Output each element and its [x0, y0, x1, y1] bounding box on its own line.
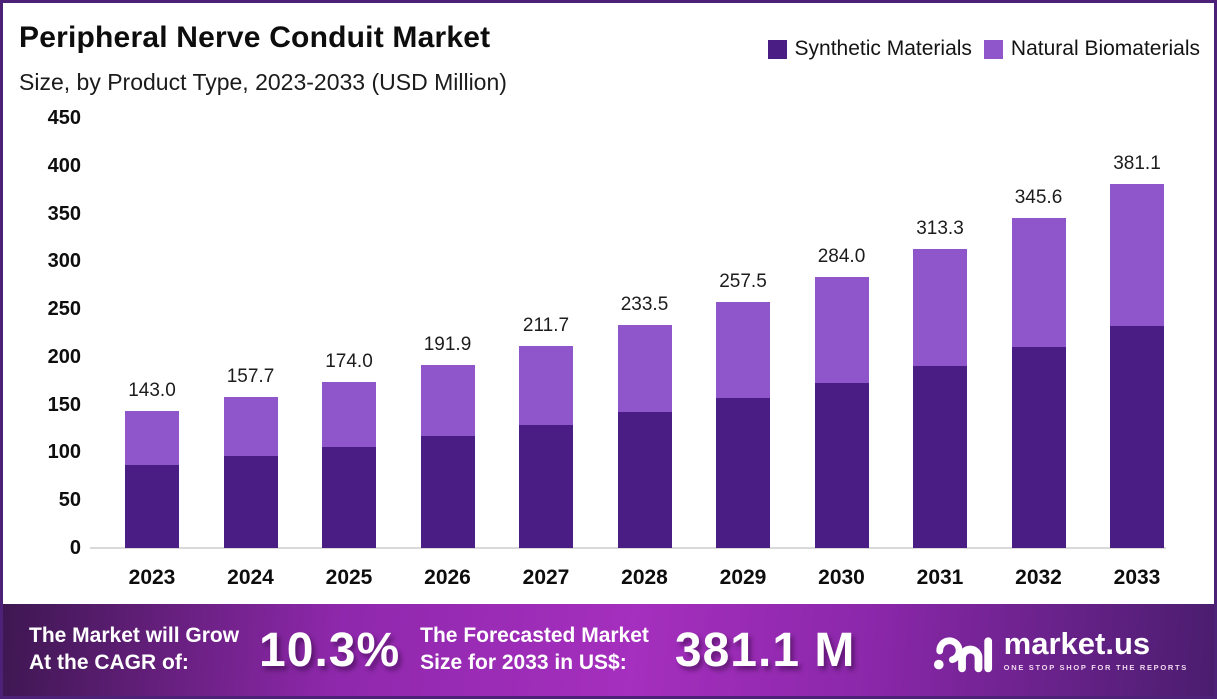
bar-segment-synthetic	[913, 365, 967, 548]
x-axis-year-label: 2033	[1113, 566, 1161, 589]
y-tick-label: 400	[47, 154, 81, 177]
bar-segment-natural	[716, 301, 770, 399]
y-tick-label: 100	[47, 441, 81, 464]
x-axis-year-label: 2026	[424, 566, 471, 589]
forecast-value: 381.1 M	[674, 623, 856, 677]
y-tick-label: 250	[47, 298, 81, 321]
bar-segment-natural	[125, 411, 179, 465]
chart-legend: Synthetic Materials Natural Biomaterials	[767, 37, 1200, 61]
bar-segment-synthetic	[1011, 346, 1066, 548]
brand-name: market.us	[1003, 626, 1151, 661]
x-axis-year-label: 2027	[522, 566, 570, 589]
brand-tagline: ONE STOP SHOP FOR THE REPORTS	[1003, 663, 1188, 672]
bar-segment-synthetic	[1110, 326, 1164, 548]
y-tick-label: 0	[69, 537, 81, 559]
cagr-value: 10.3%	[259, 623, 401, 677]
cagr-caption: The Market will Grow At the CAGR of:	[29, 623, 239, 677]
x-axis-year-label: 2032	[1015, 566, 1062, 589]
bar-segment-natural	[913, 248, 967, 366]
y-tick-label: 200	[47, 345, 81, 368]
bar-segment-synthetic	[322, 446, 376, 548]
y-tick-label: 450	[47, 107, 81, 129]
market-us-logo-icon	[933, 637, 992, 673]
bar-segment-natural	[814, 276, 869, 383]
bar-segment-synthetic	[420, 436, 475, 548]
cagr-caption-line1: The Market will Grow	[29, 624, 240, 648]
cagr-caption-line2: At the CAGR of:	[29, 651, 189, 674]
legend-label-natural: Natural Biomaterials	[1010, 37, 1200, 60]
bar-total-label: 233.5	[620, 293, 669, 315]
bar-segment-synthetic	[519, 424, 573, 548]
legend-swatch-natural-icon	[983, 39, 1003, 59]
forecast-caption: The Forecasted Market Size for 2033 in U…	[420, 623, 649, 677]
forecast-caption-line2: Size for 2033 in US$:	[420, 651, 627, 674]
legend-item-natural: Natural Biomaterials	[983, 37, 1200, 61]
x-axis-year-label: 2029	[719, 566, 767, 589]
y-tick-label: 50	[58, 489, 81, 512]
bar-total-label: 284.0	[817, 245, 866, 267]
bar-segment-synthetic	[814, 382, 869, 548]
bar-segment-natural	[420, 364, 475, 437]
x-axis-year-label: 2024	[227, 566, 274, 589]
brand-text: market.us ONE STOP SHOP FOR THE REPORTS	[1004, 628, 1188, 672]
bar-segment-synthetic	[716, 398, 770, 548]
x-axis-year-label: 2028	[621, 566, 668, 589]
bar-segment-natural	[322, 381, 376, 447]
bar-segment-natural	[223, 397, 278, 457]
bar-segment-synthetic	[617, 412, 672, 548]
forecast-caption-line1: The Forecasted Market	[420, 624, 649, 648]
page-title: Peripheral Nerve Conduit Market	[19, 21, 491, 54]
y-tick-label: 300	[47, 250, 81, 273]
bar-total-label: 381.1	[1113, 152, 1161, 174]
legend-label-synthetic: Synthetic Materials	[794, 37, 972, 60]
footer-banner: The Market will Grow At the CAGR of: 10.…	[3, 604, 1214, 696]
y-axis: 0 50 100 150 200 250 300 350 400 450	[9, 107, 81, 559]
bar-segment-natural	[1110, 183, 1164, 327]
bar-segment-natural	[1011, 217, 1066, 347]
x-axis-year-label: 2023	[128, 566, 176, 589]
bar-segment-synthetic	[223, 456, 278, 548]
y-tick-label: 350	[47, 202, 81, 225]
x-axis-year-label: 2030	[818, 566, 865, 589]
bar-total-label: 191.9	[423, 333, 472, 355]
bar-total-label: 313.3	[916, 217, 964, 239]
bar-segment-natural	[519, 345, 573, 425]
x-axis-year-label: 2031	[916, 566, 964, 589]
bar-total-label: 157.7	[226, 366, 275, 388]
bar-segment-synthetic	[125, 464, 179, 548]
bar-segment-natural	[617, 324, 672, 413]
y-tick-label: 150	[47, 393, 81, 416]
bar-chart-plot-area: 143.0 2023 157.7 2024 174.0 2025 191.9 2026 211.…	[90, 118, 1168, 589]
bar-total-label: 211.7	[522, 314, 570, 336]
x-axis-baseline	[90, 547, 1166, 549]
legend-swatch-synthetic-icon	[767, 39, 787, 59]
page-subtitle: Size, by Product Type, 2023-2033 (USD Mi…	[19, 69, 507, 95]
legend-item-synthetic: Synthetic Materials	[767, 37, 972, 61]
bar-total-label: 143.0	[128, 380, 176, 402]
bar-total-label: 345.6	[1014, 186, 1063, 208]
x-axis-year-label: 2025	[325, 566, 373, 589]
bar-total-label: 174.0	[325, 350, 373, 372]
brand-block: market.us ONE STOP SHOP FOR THE REPORTS	[932, 624, 1188, 676]
bar-total-label: 257.5	[719, 270, 767, 292]
